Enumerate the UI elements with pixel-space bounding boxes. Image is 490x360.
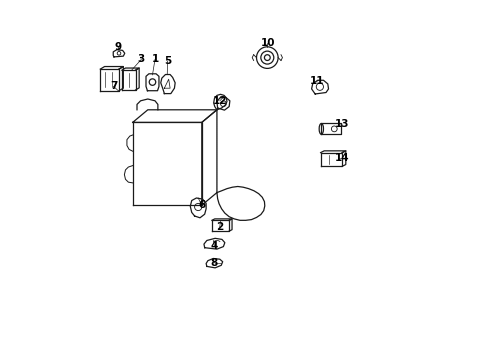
Text: 1: 1 (151, 54, 159, 64)
Text: 10: 10 (261, 38, 276, 48)
Text: 3: 3 (138, 54, 145, 64)
Text: 7: 7 (110, 81, 117, 91)
Text: 11: 11 (310, 76, 324, 86)
Text: 9: 9 (115, 42, 122, 52)
Text: 2: 2 (216, 222, 223, 232)
Text: 12: 12 (213, 96, 227, 106)
Text: 14: 14 (335, 153, 349, 163)
Text: 13: 13 (335, 119, 349, 129)
Text: 4: 4 (211, 240, 218, 251)
Text: 6: 6 (198, 200, 205, 210)
Text: 5: 5 (164, 56, 171, 66)
Text: 8: 8 (211, 258, 218, 268)
